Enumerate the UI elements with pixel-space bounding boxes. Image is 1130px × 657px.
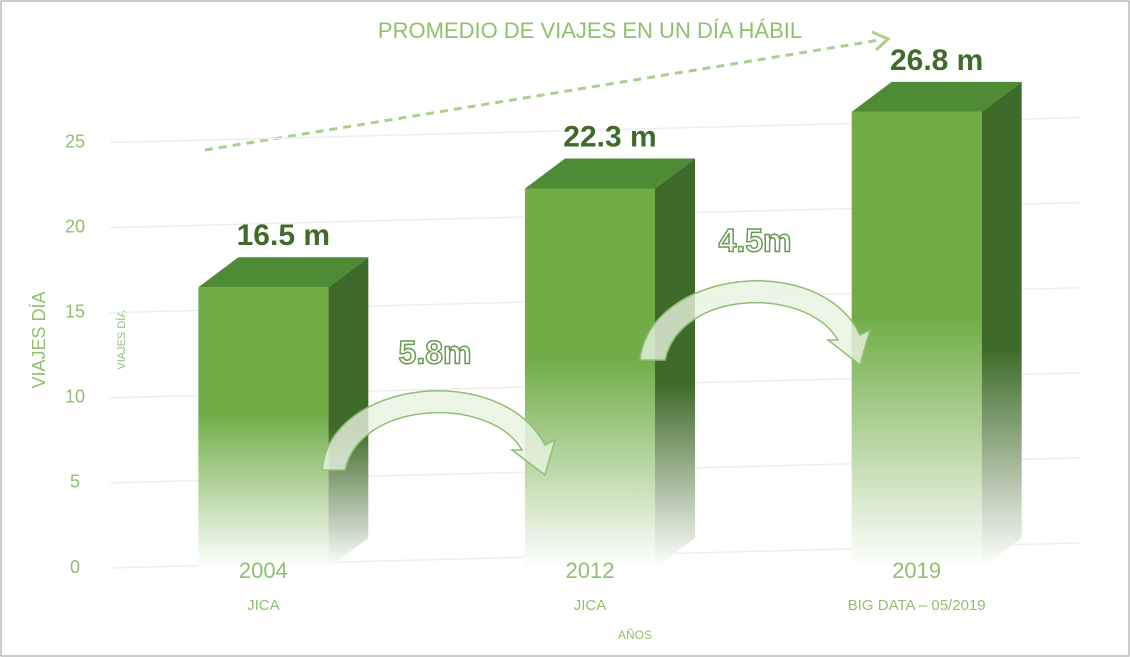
x-tick-label: 2004	[239, 558, 288, 583]
bar	[851, 111, 982, 569]
chart-title: PROMEDIO DE VIAJES EN UN DÍA HÁBIL	[378, 18, 802, 43]
y-tick-label: 15	[65, 301, 85, 321]
bar-top	[198, 257, 369, 288]
y-axis-label-small: VIAJES DÍA	[115, 310, 128, 370]
x-sublabel: BIG DATA – 05/2019	[848, 597, 986, 614]
curved-arrow	[321, 390, 557, 477]
y-tick-label: 20	[65, 216, 85, 236]
value-label: 26.8 m	[890, 44, 983, 77]
bar	[525, 188, 655, 568]
y-tick-label: 10	[65, 387, 85, 407]
trend-arrow-head	[871, 30, 891, 52]
value-label: 22.3 m	[563, 120, 656, 153]
trend-arrow	[204, 38, 881, 152]
bars: 16.5 m 2004 JICA 22.3 m 2012 JICA 26.8 m 2019 BI…	[198, 44, 1022, 614]
y-tick-label: 5	[70, 472, 80, 492]
bar-side	[328, 257, 369, 568]
y-axis-label: VIAJES DÍA	[29, 291, 49, 388]
bar	[198, 287, 329, 568]
bar-top	[851, 81, 1022, 112]
x-tick-label: 2019	[892, 558, 941, 583]
value-label: 16.5 m	[237, 219, 330, 252]
x-axis-label: AÑOS	[618, 628, 652, 642]
y-tick-label: 25	[65, 131, 85, 151]
x-sublabel: JICA	[247, 597, 280, 614]
annotation: 4.5m	[719, 222, 792, 258]
bar-side	[981, 81, 1022, 569]
curved-arrow	[639, 280, 872, 367]
bar-side	[655, 158, 695, 568]
x-sublabel: JICA	[574, 597, 607, 614]
y-tick-label: 0	[70, 557, 80, 577]
x-tick-label: 2012	[566, 558, 615, 583]
annotation: 5.8m	[399, 334, 472, 370]
bar-top	[525, 158, 695, 189]
